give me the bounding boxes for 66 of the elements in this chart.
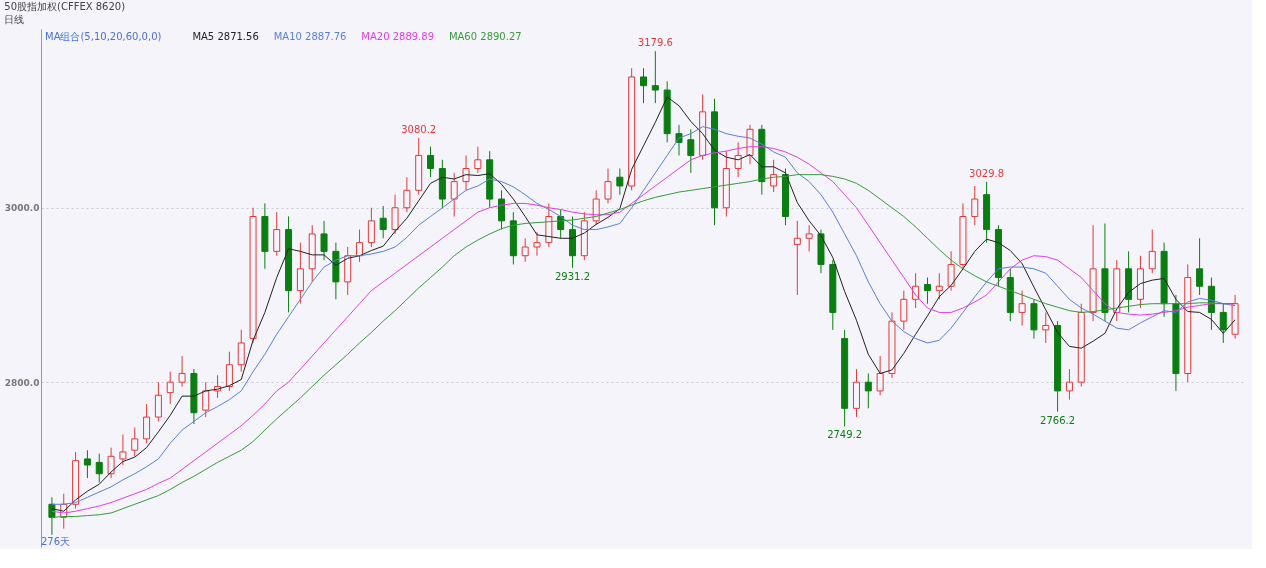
candlestick — [202, 381, 210, 418]
candlestick — [616, 168, 624, 196]
candlestick — [971, 185, 979, 226]
candlestick — [48, 496, 56, 536]
candlestick — [805, 224, 813, 252]
candlestick — [391, 194, 399, 235]
chart-title: 50股指加权(CFFEX 8620) — [4, 1, 126, 12]
candlestick — [131, 427, 139, 457]
y-tick-label: 3000.0 — [4, 203, 40, 214]
annotation: 3029.8 — [969, 167, 1005, 179]
candlestick — [1219, 303, 1227, 344]
candlestick — [450, 172, 458, 217]
candlestick — [604, 168, 612, 204]
candlestick — [273, 211, 281, 257]
candlestick — [237, 329, 245, 373]
candlestick — [427, 146, 435, 178]
candlestick — [462, 154, 470, 191]
candlestick — [1065, 368, 1073, 401]
candlestick — [533, 231, 541, 257]
candlestick — [734, 141, 742, 178]
candlestick — [1018, 290, 1026, 326]
candlestick — [498, 189, 506, 231]
candlestick — [640, 67, 647, 104]
candlestick — [1042, 311, 1050, 344]
text: MA5 2871.56 — [192, 31, 259, 42]
annotation: 2766.2 — [1040, 414, 1076, 426]
chart-subtitle: 日线 — [4, 14, 25, 25]
candlestick — [107, 447, 115, 479]
candlestick — [225, 351, 233, 392]
annotation: 2749.2 — [827, 429, 863, 441]
candlestick — [793, 220, 801, 296]
text: MA10 2887.76 — [273, 31, 347, 42]
candlestick — [876, 355, 884, 396]
candlestick — [687, 128, 695, 174]
candlestick — [166, 371, 174, 405]
candlestick — [947, 250, 955, 292]
candlestick — [83, 449, 91, 479]
candlestick — [379, 205, 387, 239]
candlestick — [403, 176, 411, 213]
annotation: 3080.2 — [401, 123, 437, 135]
candlestick — [770, 159, 778, 193]
annotation: 2931.2 — [555, 270, 591, 282]
candlestick — [143, 403, 151, 444]
legend-title: MA组合(5,10,20,60,0,0) — [45, 31, 162, 42]
y-tick-label: 2800.0 — [4, 377, 40, 388]
candlestick — [119, 434, 127, 466]
candlestick — [296, 242, 304, 305]
candlestick — [900, 290, 908, 331]
candlestick — [864, 372, 872, 409]
candlestick — [651, 50, 659, 104]
candlestick — [95, 453, 103, 483]
candlestick — [1148, 229, 1156, 274]
candlestick — [356, 229, 364, 263]
text: MA60 2890.27 — [448, 31, 522, 42]
candlestick — [474, 146, 482, 174]
candlestick — [521, 237, 529, 263]
candlestick — [178, 355, 186, 388]
annotation: 3179.6 — [637, 37, 673, 49]
candlestick — [320, 220, 328, 261]
candlestick — [923, 277, 931, 305]
candlestick — [1196, 237, 1204, 296]
candlestick — [154, 381, 162, 422]
text: MA20 2889.89 — [361, 31, 435, 42]
annotation: 276天 — [41, 536, 71, 547]
candlestick — [367, 207, 375, 248]
candlestick — [935, 272, 943, 300]
